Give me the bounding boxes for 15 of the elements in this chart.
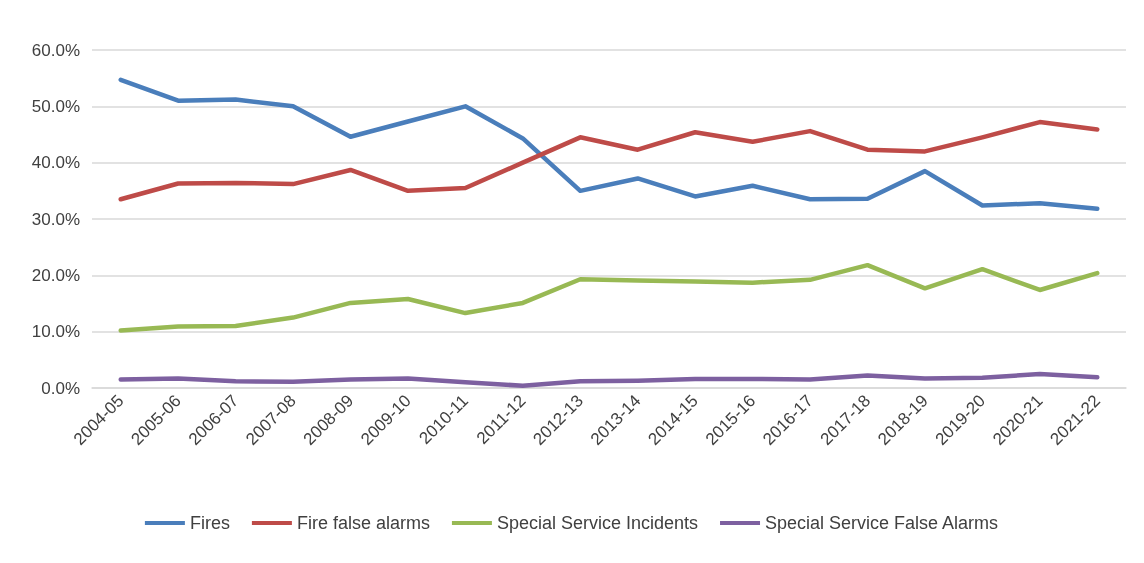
y-tick-label: 30.0% bbox=[31, 209, 80, 229]
legend-label: Fires bbox=[189, 513, 230, 533]
legend-label: Special Service False Alarms bbox=[765, 513, 999, 533]
line-series bbox=[118, 119, 1100, 202]
y-tick-label: 60.0% bbox=[31, 40, 80, 60]
y-tick-label: 40.0% bbox=[31, 153, 80, 173]
y-tick-label: 20.0% bbox=[31, 265, 80, 285]
legend-label: Fire false alarms bbox=[296, 513, 430, 533]
y-tick-label: 10.0% bbox=[31, 322, 80, 342]
y-tick-label: 0.0% bbox=[41, 378, 80, 398]
line-series bbox=[118, 262, 1100, 333]
legend-label: Special Service Incidents bbox=[496, 513, 699, 533]
line-series bbox=[118, 77, 1100, 212]
y-tick-label: 50.0% bbox=[31, 96, 80, 116]
line-series bbox=[118, 371, 1100, 388]
